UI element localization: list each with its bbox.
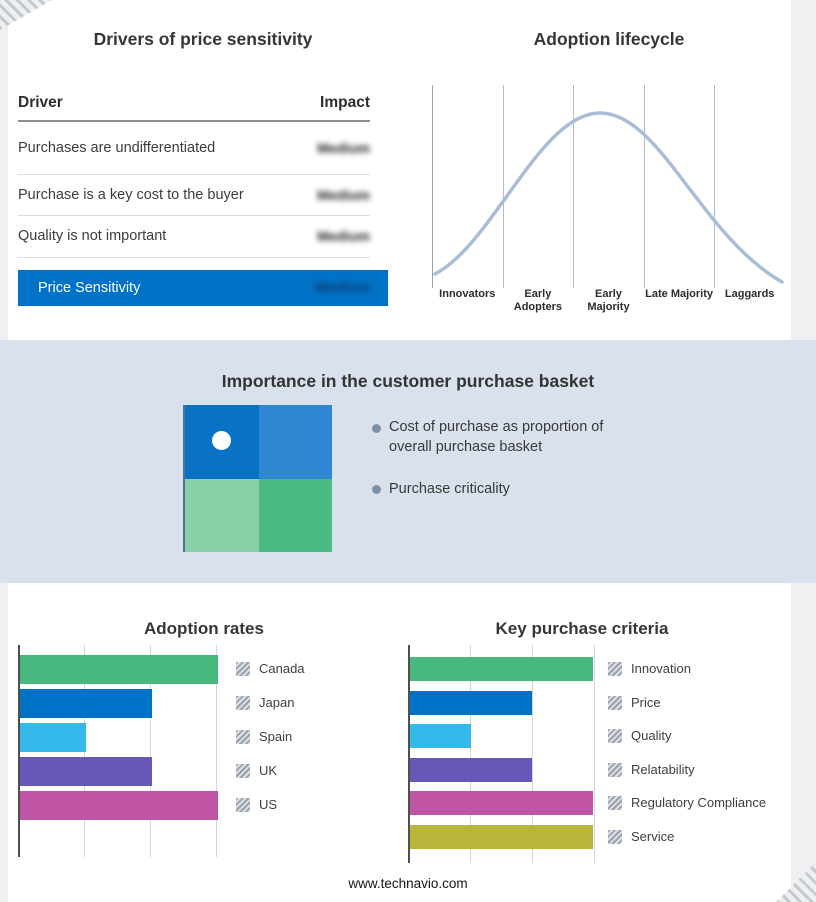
impact-cell-redacted: Medium — [317, 139, 370, 156]
price-sensitivity-label: Price Sensitivity — [38, 280, 141, 296]
gridline — [532, 645, 533, 863]
adoption-rates-title: Adoption rates — [144, 619, 264, 639]
table-row: Purchases are undifferentiated Medium — [18, 121, 370, 175]
legend-item: Service — [608, 829, 674, 844]
legend-item: Canada — [236, 661, 305, 676]
table-header-rule — [18, 120, 370, 122]
legend-item: Spain — [236, 729, 292, 744]
legend-swatch-redacted — [236, 695, 250, 710]
bullet-icon — [372, 424, 381, 433]
driver-cell: Quality is not important — [18, 228, 167, 244]
legend-swatch-redacted — [236, 797, 250, 812]
matrix-cell-bottom-right — [258, 478, 332, 552]
price-sensitivity-summary-row: Price Sensitivity Medium — [18, 270, 388, 306]
matrix-cell-top-right — [258, 405, 332, 479]
matrix-position-dot — [212, 431, 231, 450]
legend-swatch-redacted — [608, 829, 622, 844]
driver-cell: Purchase is a key cost to the buyer — [18, 186, 244, 203]
stage-label-innovators: Innovators — [439, 288, 496, 300]
column-header-driver: Driver — [18, 94, 63, 111]
bottom-section-background — [8, 583, 791, 902]
impact-cell-redacted: Medium — [317, 228, 370, 244]
legend-item: Relatability — [608, 762, 695, 777]
bell-curve — [433, 111, 784, 284]
legend-label: Price — [631, 695, 661, 710]
lifecycle-axis-line — [432, 85, 433, 288]
legend-swatch-redacted — [608, 661, 622, 676]
bar-canada — [20, 655, 218, 684]
bullet-icon — [372, 485, 381, 494]
website-url: www.technavio.com — [348, 876, 468, 891]
legend-label: Japan — [259, 695, 295, 710]
bar-uk — [20, 757, 152, 786]
stage-label-laggards: Laggards — [724, 288, 775, 300]
table-row: Quality is not important Medium — [18, 215, 370, 258]
lifecycle-stage-labels: Innovators Early Adopters Early Majority… — [432, 288, 785, 314]
legend-swatch-redacted — [236, 763, 250, 778]
table-row: Purchase is a key cost to the buyer Medi… — [18, 174, 370, 216]
lifecycle-gridline — [644, 85, 645, 288]
bar-spain — [20, 723, 86, 752]
drivers-panel-title: Drivers of price sensitivity — [93, 28, 313, 49]
legend-swatch-redacted — [608, 695, 622, 710]
gridline — [594, 645, 595, 863]
column-header-impact: Impact — [320, 94, 370, 111]
legend-label: Innovation — [631, 661, 691, 676]
key-purchase-criteria-title: Key purchase criteria — [495, 619, 669, 639]
gridline — [470, 645, 471, 863]
impact-cell-redacted: Medium — [317, 186, 370, 203]
criteria-y-axis — [408, 645, 410, 863]
legend-label: Regulatory Compliance — [631, 795, 767, 810]
purchase-basket-band-background — [0, 340, 816, 583]
stage-label-early-adopters: Early Adopters — [513, 288, 563, 314]
gridline — [216, 645, 217, 857]
legend-swatch-redacted — [236, 661, 250, 676]
legend-item: Regulatory Compliance — [608, 795, 766, 810]
legend-label: Spain — [259, 729, 293, 744]
legend-label: US — [259, 797, 278, 812]
legend-swatch-redacted — [608, 762, 622, 777]
bar-innovation — [410, 657, 593, 681]
legend-item: Innovation — [608, 661, 691, 676]
price-sensitivity-value-redacted: Medium — [315, 280, 370, 296]
legend-swatch-redacted — [236, 729, 250, 744]
lifecycle-gridline — [714, 85, 715, 288]
bar-relatability — [410, 758, 532, 782]
legend-item: Price — [608, 695, 661, 710]
basket-panel-title: Importance in the customer purchase bask… — [221, 370, 595, 391]
lifecycle-gridline — [503, 85, 504, 288]
bell-curve-path — [433, 111, 784, 284]
bar-japan — [20, 689, 152, 718]
bar-regulatory-compliance — [410, 791, 593, 815]
bar-quality — [410, 724, 471, 748]
legend-swatch-redacted — [608, 795, 622, 810]
driver-cell: Purchases are undifferentiated — [18, 139, 216, 156]
legend-item: Quality — [608, 728, 671, 743]
basket-bullet: Purchase criticality — [389, 481, 510, 497]
adoption-rates-y-axis — [18, 645, 20, 857]
legend-label: Canada — [259, 661, 305, 676]
legend-item: US — [236, 797, 277, 812]
stage-label-late-majority: Late Majority — [645, 288, 713, 300]
stage-label-early-majority: Early Majority — [587, 288, 630, 314]
legend-label: Service — [631, 829, 675, 844]
lifecycle-panel-title: Adoption lifecycle — [533, 28, 685, 49]
matrix-cell-bottom-left — [185, 478, 259, 552]
legend-label: Relatability — [631, 762, 695, 777]
bar-price — [410, 691, 532, 715]
legend-swatch-redacted — [608, 728, 622, 743]
legend-label: UK — [259, 763, 278, 778]
gridline — [150, 645, 151, 857]
bar-service — [410, 825, 593, 849]
legend-item: Japan — [236, 695, 294, 710]
legend-label: Quality — [631, 728, 672, 743]
basket-bullet: Cost of purchase as proportion of overal… — [389, 419, 604, 455]
bar-us — [20, 791, 218, 820]
legend-item: UK — [236, 763, 277, 778]
lifecycle-gridline — [573, 85, 574, 288]
purchase-basket-matrix — [183, 405, 332, 552]
drivers-table-header: Driver Impact — [18, 94, 370, 112]
